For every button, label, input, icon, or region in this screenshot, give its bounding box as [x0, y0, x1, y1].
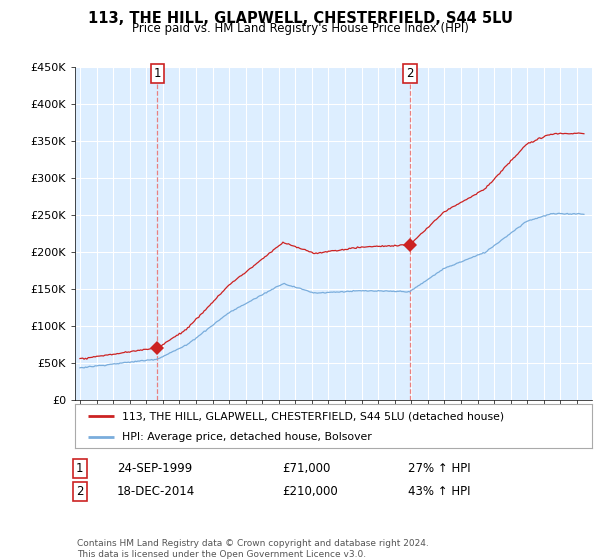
Text: 1: 1: [154, 67, 161, 80]
Text: HPI: Average price, detached house, Bolsover: HPI: Average price, detached house, Bols…: [122, 432, 371, 442]
Text: 113, THE HILL, GLAPWELL, CHESTERFIELD, S44 5LU (detached house): 113, THE HILL, GLAPWELL, CHESTERFIELD, S…: [122, 411, 503, 421]
Text: 1: 1: [76, 462, 83, 475]
Text: Price paid vs. HM Land Registry's House Price Index (HPI): Price paid vs. HM Land Registry's House …: [131, 22, 469, 35]
Text: 2: 2: [406, 67, 414, 80]
Text: 2: 2: [76, 484, 83, 498]
Text: £210,000: £210,000: [282, 484, 338, 498]
Text: 27% ↑ HPI: 27% ↑ HPI: [408, 462, 470, 475]
Text: £71,000: £71,000: [282, 462, 331, 475]
Text: 43% ↑ HPI: 43% ↑ HPI: [408, 484, 470, 498]
Text: 18-DEC-2014: 18-DEC-2014: [117, 484, 195, 498]
Text: Contains HM Land Registry data © Crown copyright and database right 2024.
This d: Contains HM Land Registry data © Crown c…: [77, 539, 428, 559]
Text: 24-SEP-1999: 24-SEP-1999: [117, 462, 192, 475]
Text: 113, THE HILL, GLAPWELL, CHESTERFIELD, S44 5LU: 113, THE HILL, GLAPWELL, CHESTERFIELD, S…: [88, 11, 512, 26]
